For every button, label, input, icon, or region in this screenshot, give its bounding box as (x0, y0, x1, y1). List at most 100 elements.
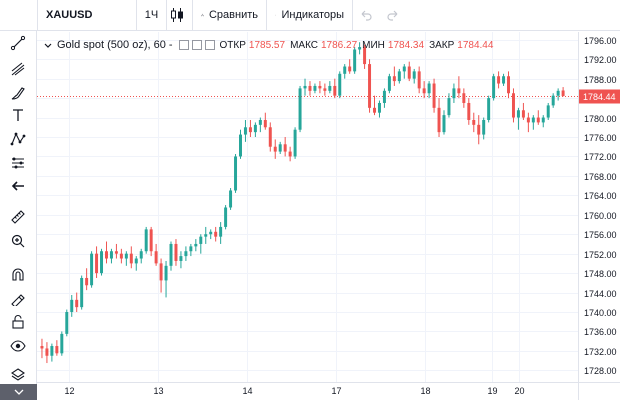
prediction-icon[interactable] (6, 152, 30, 174)
candle-body (561, 90, 565, 96)
zoom-in-icon[interactable] (6, 230, 30, 252)
compare-label: Сравнить (208, 9, 258, 21)
toolbar-collapse-button[interactable] (0, 384, 37, 400)
series-title: Gold spot (500 oz), 60 (57, 39, 166, 51)
candle-body (278, 144, 282, 152)
candle-body (75, 299, 79, 308)
compare-icon (201, 13, 204, 17)
candle-body (114, 251, 118, 254)
candle-body (129, 253, 133, 264)
candle-body (368, 64, 372, 108)
candle-body (204, 234, 208, 237)
candle-body (348, 66, 352, 72)
chevron-down-icon (14, 389, 23, 395)
candle-body (80, 277, 84, 308)
candle-body (273, 146, 277, 152)
legend-separator: - (168, 39, 173, 51)
candle-body (104, 251, 108, 259)
pattern-icon[interactable] (6, 128, 30, 150)
candle-body (209, 231, 213, 235)
candle-body (258, 119, 262, 125)
candle-body (234, 156, 238, 191)
candle-body (40, 346, 44, 349)
trend-line-icon[interactable] (6, 32, 30, 54)
candle-body (427, 83, 431, 94)
candle-body (224, 207, 228, 227)
brush-icon[interactable] (6, 82, 30, 104)
time-tick-label: 19 (487, 386, 497, 396)
candle-body (551, 95, 555, 106)
candle-body (139, 251, 143, 259)
candle-body (214, 231, 218, 237)
legend-settings-icon[interactable] (178, 40, 189, 50)
undo-icon (361, 10, 372, 21)
candle-body (174, 243, 178, 261)
candle-body (263, 119, 267, 128)
open-label: ОТКР (219, 39, 246, 51)
low-value: 1784.34 (387, 39, 425, 51)
candle-body (248, 127, 252, 133)
candle-body (65, 312, 69, 334)
candle-body (164, 265, 168, 281)
symbol-search-button[interactable]: XAUUSD (37, 0, 137, 31)
price-tick-label: 1792.00 (584, 55, 617, 65)
price-tick-label: 1744.00 (584, 289, 617, 299)
pitchfork-icon[interactable] (6, 58, 30, 80)
price-tick-label: 1732.00 (584, 347, 617, 357)
candle-body (363, 47, 367, 65)
candle-body (308, 85, 312, 91)
legend-source-icon[interactable] (191, 40, 202, 50)
magnet-icon[interactable] (6, 263, 30, 285)
candle-body (303, 85, 307, 89)
candle-body (323, 88, 327, 91)
candle-body (45, 348, 49, 356)
candle-body (521, 110, 525, 118)
price-tick-label: 1736.00 (584, 327, 617, 337)
eye-icon[interactable] (6, 335, 30, 357)
time-tick-label: 20 (514, 386, 524, 396)
indicators-button[interactable]: Индикаторы (267, 0, 353, 31)
candle-body (60, 333, 64, 354)
candle-body (531, 117, 535, 123)
candle-body (184, 251, 188, 257)
symbol-label: XAUUSD (46, 9, 93, 21)
time-tick-label: 14 (242, 386, 252, 396)
time-tick-label: 18 (420, 386, 430, 396)
text-icon[interactable] (6, 104, 30, 126)
interval-button[interactable]: 1Ч (137, 0, 167, 31)
collapse-legend-icon[interactable] (44, 41, 52, 49)
price-tick-label: 1772.00 (584, 152, 617, 162)
chart-style-button[interactable] (167, 0, 193, 31)
candle-body (328, 85, 332, 91)
back-arrow-icon[interactable] (6, 175, 30, 197)
candle-body (482, 119, 486, 135)
lock-drawing-icon[interactable] (6, 287, 30, 309)
undo-button[interactable] (353, 0, 382, 31)
candle-body (526, 117, 530, 123)
ruler-icon[interactable] (6, 206, 30, 228)
price-tick-label: 1760.00 (584, 211, 617, 221)
compare-button[interactable]: Сравнить (193, 0, 267, 31)
candle-body (353, 49, 357, 72)
candle-body (313, 85, 317, 91)
candle-body (154, 251, 158, 264)
candle-body (70, 299, 74, 312)
price-chart[interactable]: 1728.00 1732.00 1736.00 1740.00 1744.00 1748.… (37, 32, 620, 400)
time-tick-label: 17 (331, 386, 341, 396)
candle-body (546, 105, 550, 118)
candle-body (507, 76, 511, 94)
lock-icon[interactable] (6, 311, 30, 333)
price-tick-label: 1776.00 (584, 133, 617, 143)
candle-body (90, 253, 94, 286)
candle-body (382, 90, 386, 103)
candle-body (442, 115, 446, 133)
candle-body (556, 90, 560, 96)
redo-button[interactable] (382, 0, 411, 31)
layers-icon[interactable] (6, 364, 30, 386)
candle-body (283, 144, 287, 152)
price-tick-label: 1768.00 (584, 172, 617, 182)
candle-body (100, 251, 104, 274)
legend-more-icon[interactable] (204, 40, 215, 50)
candle-body (124, 253, 128, 259)
price-tick-label: 1756.00 (584, 230, 617, 240)
